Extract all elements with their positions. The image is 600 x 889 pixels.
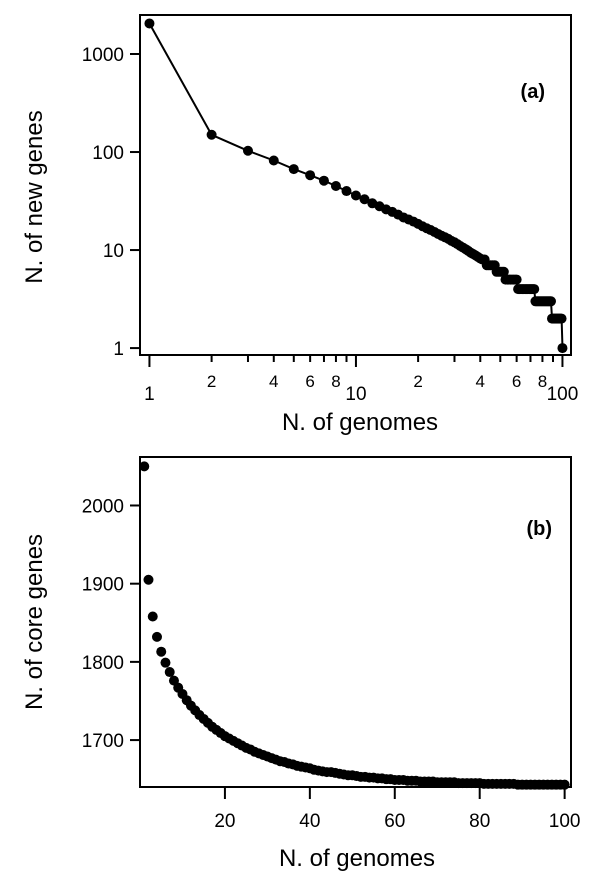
chart-a-point	[318, 175, 329, 186]
chart-b-x-tick-label: 80	[469, 811, 490, 832]
chart-a-point	[330, 181, 341, 192]
chart-a-point	[556, 313, 567, 324]
chart-a-point	[341, 186, 352, 197]
chart-a-x-tick-label: 2	[207, 372, 216, 391]
chart-a-point	[359, 194, 370, 205]
chart-a-point	[268, 155, 279, 166]
chart-b-x-tick-label: 100	[549, 811, 581, 832]
chart-b-point	[559, 779, 570, 790]
chart-a-points	[144, 18, 568, 354]
chart-a-x-tick-label: 6	[305, 372, 314, 391]
chart-a-y-tick-label: 1000	[82, 45, 124, 66]
chart-b: 1700 1800 1900 2000 20 40 60 80 100 (b) N. of g…	[21, 456, 580, 872]
chart-a-x-tick-label: 2	[413, 372, 422, 391]
chart-a-point	[350, 190, 361, 201]
chart-b-x-tick-label: 20	[214, 811, 235, 832]
chart-a-x-tick-label: 1	[144, 384, 155, 405]
chart-a-x-tick-label: 10	[345, 384, 366, 405]
chart-b-point	[151, 631, 162, 642]
chart-a-y-tick-label: 1	[113, 339, 124, 360]
chart-b-y-tick-label: 1800	[82, 653, 124, 674]
chart-a-series-line	[148, 22, 564, 349]
chart-a-x-tick-label: 4	[269, 372, 278, 391]
chart-b-x-ticks: 20 40 60 80 100	[214, 787, 580, 832]
chart-a-point	[557, 343, 568, 354]
chart-a-x-tick-label: 100	[547, 384, 579, 405]
chart-b-point	[156, 646, 167, 657]
chart-b-point	[160, 657, 171, 668]
chart-a-plot-frame	[139, 14, 572, 356]
chart-a-point	[498, 266, 509, 277]
chart-b-panel-label: (b)	[526, 518, 552, 540]
chart-a-x-tick-label: 4	[476, 372, 485, 391]
chart-b-y-axis-label: N. of core genes	[21, 534, 48, 710]
chart-a-y-axis-label: N. of new genes	[21, 110, 48, 283]
chart-b-point	[164, 667, 175, 678]
chart-a-panel-label: (a)	[521, 81, 545, 103]
chart-a-point	[511, 274, 522, 285]
chart-a-x-tick-label: 6	[512, 372, 521, 391]
chart-b-point	[139, 461, 150, 472]
chart-b-x-tick-label: 40	[299, 811, 320, 832]
chart-b-y-tick-label: 2000	[82, 496, 124, 517]
chart-a-point	[288, 164, 299, 175]
chart-b-x-tick-label: 60	[384, 811, 405, 832]
chart-a-point	[206, 129, 217, 140]
chart-a-point	[529, 284, 540, 295]
chart-b-point	[147, 611, 158, 622]
chart-b-y-ticks: 1700 1800 1900 2000	[82, 496, 140, 752]
chart-a-point	[144, 18, 155, 29]
chart-a-x-tick-label: 8	[331, 372, 340, 391]
chart-a-point	[305, 170, 316, 181]
chart-a-x-tick-label: 8	[538, 372, 547, 391]
chart-b-y-tick-label: 1700	[82, 731, 124, 752]
chart-b-point	[143, 574, 154, 585]
chart-a-x-axis-label: N. of genomes	[282, 409, 438, 436]
chart-b-y-tick-label: 1900	[82, 575, 124, 596]
chart-b-plot-frame	[139, 456, 572, 788]
chart-b-x-axis-label: N. of genomes	[279, 845, 435, 872]
chart-a-y-tick-label: 100	[92, 143, 124, 164]
chart-b-points	[139, 461, 570, 790]
chart-a-point	[242, 145, 253, 156]
chart-a-y-ticks: 1 10 100 1000	[82, 45, 140, 360]
chart-a-y-tick-label: 10	[103, 241, 124, 262]
chart-a-point	[545, 296, 556, 307]
